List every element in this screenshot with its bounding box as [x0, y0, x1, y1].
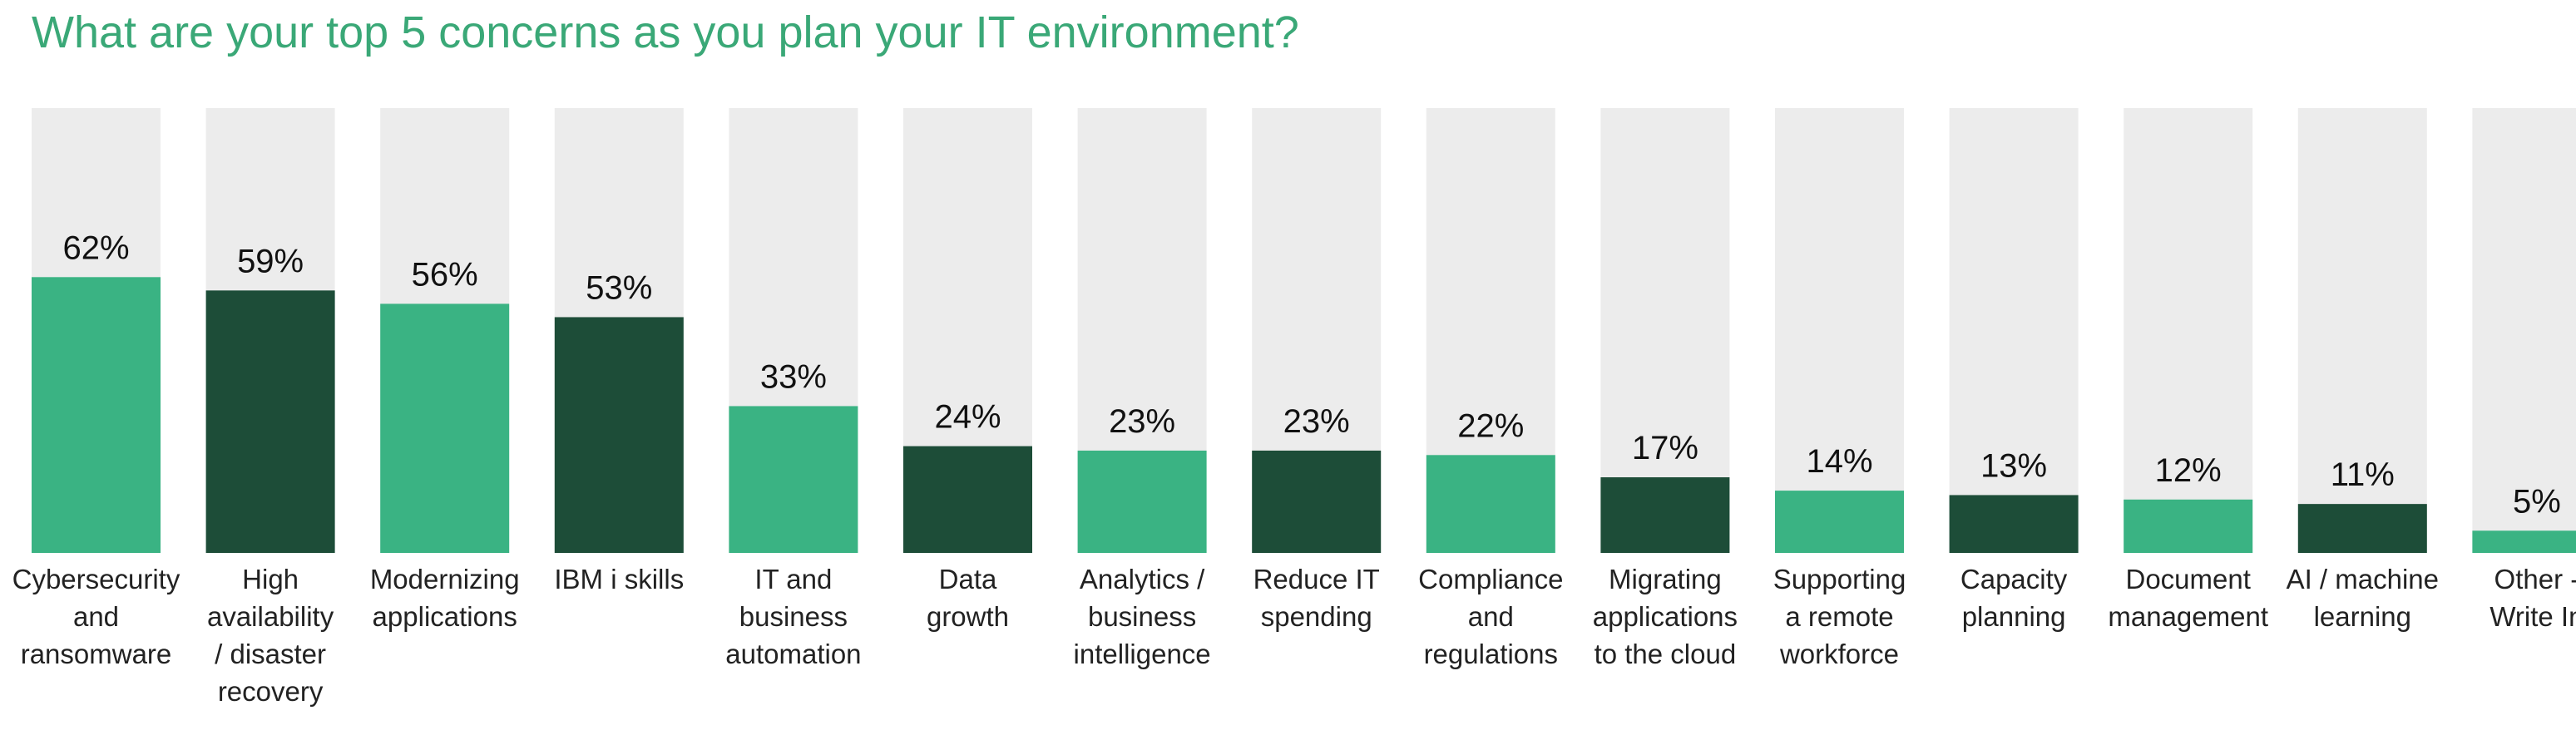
bar-track: [2297, 108, 2427, 553]
bar: [2297, 504, 2427, 553]
bar-track: [2472, 108, 2576, 553]
bar: [1949, 495, 2079, 553]
value-label: 33%: [760, 358, 827, 395]
bar: [554, 317, 684, 553]
category-label: High availability / disaster recovery: [207, 564, 334, 707]
category-label: IT and business automation: [725, 564, 861, 669]
category-label: Migrating applications to the cloud: [1593, 564, 1738, 669]
category-label: Reduce IT spending: [1253, 564, 1380, 632]
value-label: 14%: [1806, 443, 1872, 480]
bar: [1775, 491, 1904, 553]
category-label: Compliance and regulations: [1418, 564, 1563, 669]
bar: [1600, 477, 1730, 553]
value-labels: 62% 59% 56% 53% 33% 24% 23% 23% 22% 17% 14% 13% 12% 1…: [62, 229, 2560, 520]
bar-track: [1775, 108, 1904, 553]
bars: [32, 277, 2576, 553]
category-labels: Cybersecurity and ransomware High availabili…: [12, 564, 2576, 707]
category-label: IBM i skills: [554, 564, 684, 594]
category-label: Other -Write In: [2489, 564, 2576, 632]
value-label: 13%: [1980, 447, 2047, 484]
category-label: Modernizing applications: [370, 564, 520, 632]
category-label: Capacity planning: [1960, 564, 2068, 632]
value-label: 56%: [412, 256, 478, 293]
value-label: 23%: [1283, 403, 1350, 440]
value-label: 53%: [586, 269, 652, 306]
bar: [32, 277, 161, 553]
value-label: 17%: [1632, 430, 1698, 466]
bar: [729, 406, 858, 553]
category-label: AI / machine learning: [2287, 564, 2439, 632]
bar: [2124, 499, 2253, 553]
bar: [380, 303, 510, 553]
category-label: Supporting a remote workforce: [1773, 564, 1906, 669]
value-label: 62%: [62, 229, 129, 266]
bar: [1426, 455, 1555, 553]
bar: [903, 446, 1032, 553]
value-label: 5%: [2513, 483, 2561, 520]
category-label: Cybersecurity and ransomware: [12, 564, 180, 669]
value-label: 59%: [237, 243, 304, 279]
value-label: 24%: [934, 399, 1001, 436]
bar: [205, 290, 335, 553]
value-label: 22%: [1457, 407, 1524, 444]
category-label: Document management: [2108, 564, 2268, 632]
chart-title: What are your top 5 concerns as you plan…: [32, 7, 1299, 57]
bar-track: [1949, 108, 2079, 553]
value-label: 23%: [1109, 403, 1175, 440]
category-label: Data growth: [927, 564, 1009, 632]
bar-track: [2124, 108, 2253, 553]
value-label: 11%: [2331, 456, 2395, 493]
category-label: Analytics / business intelligence: [1074, 564, 1211, 669]
value-label: 12%: [2155, 452, 2222, 489]
bar: [1252, 450, 1382, 553]
bar: [1077, 450, 1207, 553]
bar: [2472, 530, 2576, 553]
